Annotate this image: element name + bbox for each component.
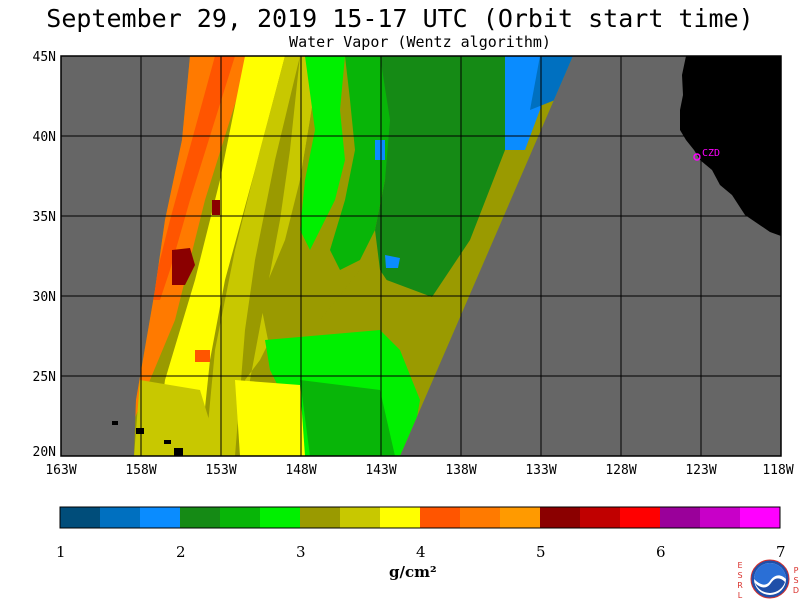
colorbar-tick-label: 4: [416, 543, 426, 561]
map-subtitle: Water Vapor (Wentz algorithm): [289, 33, 551, 51]
north-america-land: [680, 56, 781, 236]
map-title: September 29, 2019 15-17 UTC (Orbit star…: [46, 4, 754, 33]
colorbar-swatch: [540, 507, 581, 528]
colorbar-swatch: [380, 507, 421, 528]
lon-label: 163W: [45, 463, 76, 478]
lat-label: 25N: [33, 370, 56, 385]
lon-label: 153W: [205, 463, 236, 478]
noaa-logo-icon: [750, 559, 790, 599]
colorbar-tick-label: 7: [776, 543, 786, 561]
colorbar-swatch: [580, 507, 621, 528]
lon-label: 158W: [125, 463, 156, 478]
colorbar-tick-label: 5: [536, 543, 546, 561]
longitude-labels: 163W 158W 153W 148W 143W 138W 133W 128W …: [45, 463, 793, 478]
colorbar-swatch: [460, 507, 501, 528]
colorbar-swatch: [700, 507, 741, 528]
colorbar-swatch: [740, 507, 781, 528]
colorbar-tick-label: 1: [56, 543, 66, 561]
colorbar-tick-label: 3: [296, 543, 306, 561]
colorbar-swatch: [340, 507, 381, 528]
colorbar: [60, 507, 781, 528]
colorbar-tick-label: 6: [656, 543, 666, 561]
lon-label: 138W: [445, 463, 476, 478]
colorbar-swatch: [60, 507, 101, 528]
hawaiian-islands: [112, 421, 183, 456]
colorbar-swatch: [180, 507, 221, 528]
lat-label: 40N: [33, 130, 56, 145]
lon-label: 143W: [365, 463, 396, 478]
colorbar-swatch: [420, 507, 461, 528]
colorbar-tick-label: 2: [176, 543, 186, 561]
latitude-labels: 45N 40N 35N 30N 25N 20N: [33, 50, 56, 460]
lon-label: 133W: [525, 463, 556, 478]
station-label: CZD: [702, 148, 720, 159]
lon-label: 128W: [605, 463, 636, 478]
lat-label: 45N: [33, 50, 56, 65]
colorbar-swatch: [660, 507, 701, 528]
colorbar-swatch: [140, 507, 181, 528]
colorbar-swatch: [100, 507, 141, 528]
map-frame: [60, 55, 782, 457]
graticule: [61, 56, 781, 456]
colorbar-units: g/cm²: [389, 563, 437, 581]
lat-label: 35N: [33, 210, 56, 225]
colorbar-swatch: [220, 507, 261, 528]
lon-label: 148W: [285, 463, 316, 478]
lon-label: 123W: [685, 463, 716, 478]
lat-label: 30N: [33, 290, 56, 305]
colorbar-frame: [59, 506, 781, 529]
colorbar-swatch: [500, 507, 541, 528]
colorbar-swatch: [300, 507, 341, 528]
lat-label: 20N: [33, 445, 56, 460]
station-czd-marker: CZD: [693, 148, 720, 161]
lon-label: 118W: [762, 463, 793, 478]
colorbar-swatch: [620, 507, 661, 528]
colorbar-swatch: [260, 507, 301, 528]
